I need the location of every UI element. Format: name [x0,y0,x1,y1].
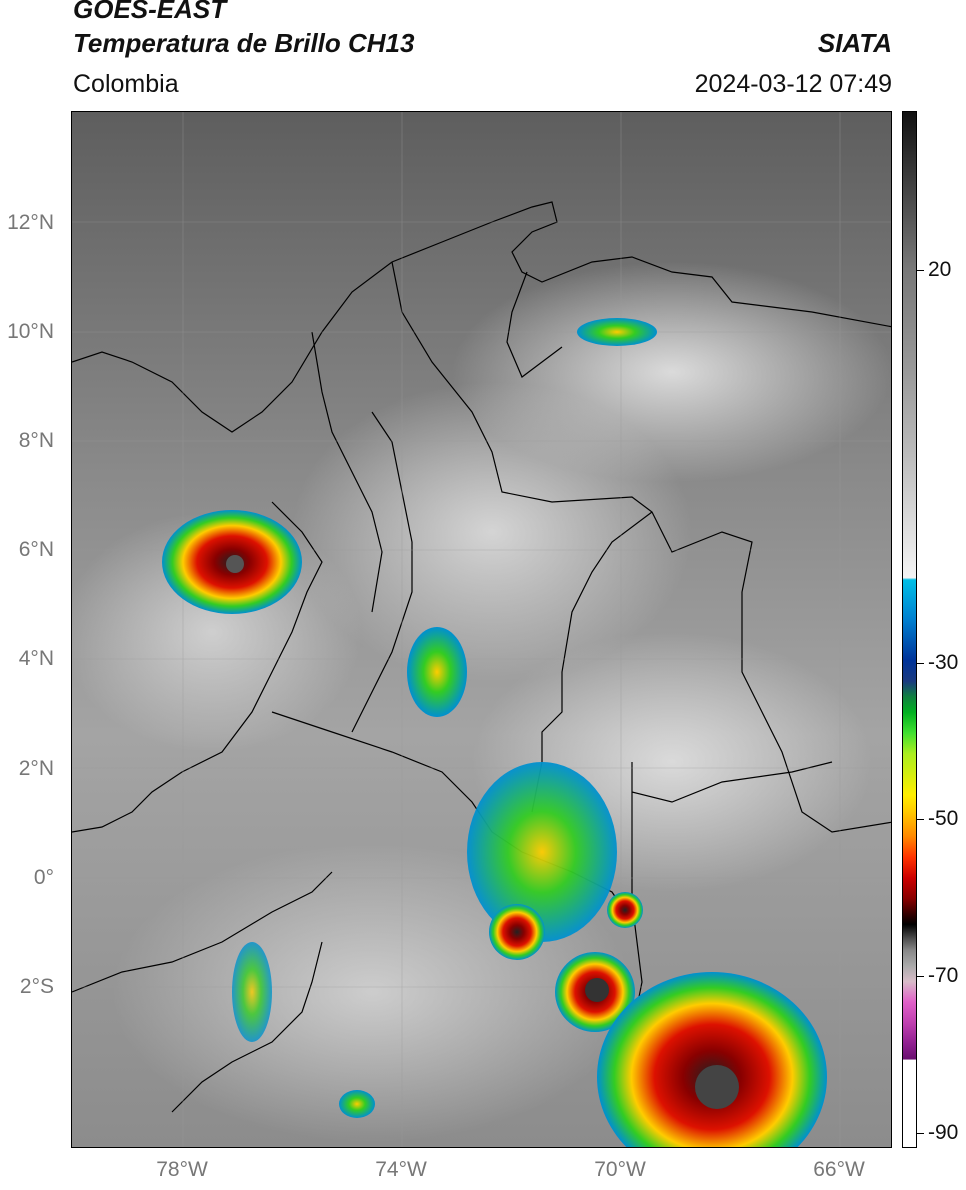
lat-label: 8°N [18,429,54,452]
colorbar-label: -50 [928,807,959,830]
lon-label: 78°W [156,1158,208,1181]
region-label: Colombia [73,70,179,98]
colorbar-label: -30 [928,651,959,674]
lat-label: 2°S [19,975,54,998]
colorbar-label: 20 [928,258,952,281]
colorbar-tick [917,1133,924,1134]
colorbar-label: -70 [928,964,959,987]
lon-label: 74°W [375,1158,427,1181]
lon-label: 70°W [594,1158,646,1181]
lon-label: 66°W [813,1158,865,1181]
colorbar-tick [917,270,924,271]
lat-label: 4°N [18,647,54,670]
colorbar-tick [917,663,924,664]
product-title: GOES-EAST [73,0,227,24]
lat-label: 6°N [18,538,54,561]
lat-label: 10°N [7,320,54,343]
colorbar-tick [917,819,924,820]
satellite-imagery [72,112,891,1147]
lat-label: 2°N [18,757,54,780]
colorbar-tick [917,976,924,977]
brand-label: SIATA [817,28,892,58]
lat-label: 0° [33,866,54,889]
colorbar-label: -90 [928,1121,959,1144]
timestamp: 2024-03-12 07:49 [694,70,892,98]
lat-label: 12°N [7,211,54,234]
colorbar [902,111,917,1148]
product-subtitle: Temperatura de Brillo CH13 [73,28,415,58]
satellite-map [71,111,892,1148]
